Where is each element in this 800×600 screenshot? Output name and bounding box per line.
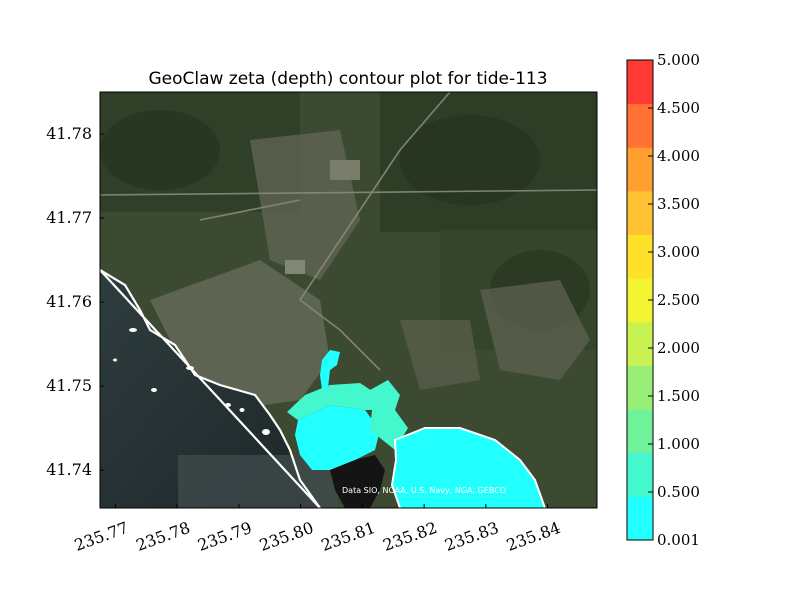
colorbar-label: 1.000 (657, 435, 700, 453)
colorbar-segment (627, 234, 653, 279)
x-tick-label: 235.84 (504, 518, 563, 555)
plot-area: Data SIO, NOAA, U.S. Navy, NGA, GEBCO (100, 92, 597, 508)
depth-band-0.5-1-harbor (287, 383, 378, 420)
y-tick-label: 41.76 (46, 292, 92, 311)
colorbar-segment (627, 365, 653, 410)
colorbar-label: 3.000 (657, 243, 700, 261)
coastline (100, 269, 321, 508)
colorbar-segment (627, 409, 653, 454)
y-tick-label: 41.77 (46, 208, 92, 227)
map-attribution: Data SIO, NOAA, U.S. Navy, NGA, GEBCO (342, 486, 506, 495)
colorbar-label: 0.001 (657, 531, 700, 549)
offshore-rocks (113, 328, 270, 435)
colorbar-label: 1.500 (657, 387, 700, 405)
colorbar-segment (627, 452, 653, 497)
x-tick-label: 235.79 (195, 518, 254, 555)
x-tick-label: 235.81 (319, 518, 378, 555)
depth-band-0.5-1-marsh (370, 380, 408, 450)
colorbar-segment (627, 60, 653, 105)
y-axis: 41.74 41.75 41.76 41.77 41.78 (46, 124, 104, 479)
plot-frame (99, 91, 598, 509)
colorbar-label: 2.000 (657, 339, 700, 357)
depth-band-0-0.5-harbor (295, 405, 380, 470)
chart-title: GeoClaw zeta (depth) contour plot for ti… (148, 69, 547, 89)
colorbar-label: 2.500 (657, 291, 700, 309)
x-tick-label: 235.83 (442, 518, 501, 555)
colorbar-segment (627, 103, 653, 148)
colorbar-label: 3.500 (657, 195, 700, 213)
depth-contours (287, 350, 546, 508)
colorbar-label: 5.000 (657, 51, 700, 69)
contour-edge (390, 427, 546, 508)
colorbar-segment (627, 321, 653, 366)
x-tick-label: 235.78 (133, 518, 192, 555)
roads (100, 92, 597, 371)
x-tick-label: 235.80 (257, 518, 316, 555)
x-tick-label: 235.82 (380, 518, 439, 555)
x-tick-label: 235.77 (72, 518, 131, 555)
y-tick-label: 41.78 (46, 124, 92, 143)
colorbar-label: 4.000 (657, 147, 700, 165)
y-tick-label: 41.75 (46, 376, 92, 395)
forest-texture (100, 92, 597, 350)
depth-band-0-0.5-bay (392, 428, 545, 508)
y-tick-label: 41.74 (46, 460, 92, 479)
colorbar-segment (627, 147, 653, 192)
x-axis: 235.77 235.78 235.79 235.80 235.81 235.82 235.… (72, 504, 563, 555)
colorbar-segment (627, 190, 653, 236)
depth-band-0-0.5-channel (320, 350, 340, 390)
colorbar-label: 4.500 (657, 99, 700, 117)
colorbar-segment (627, 496, 653, 541)
dry-land-inner (330, 455, 385, 508)
colorbar: 0.001 0.500 1.000 1.500 2.000 2.500 3.000 3.500… (626, 51, 700, 549)
colorbar-label: 0.500 (657, 483, 700, 501)
